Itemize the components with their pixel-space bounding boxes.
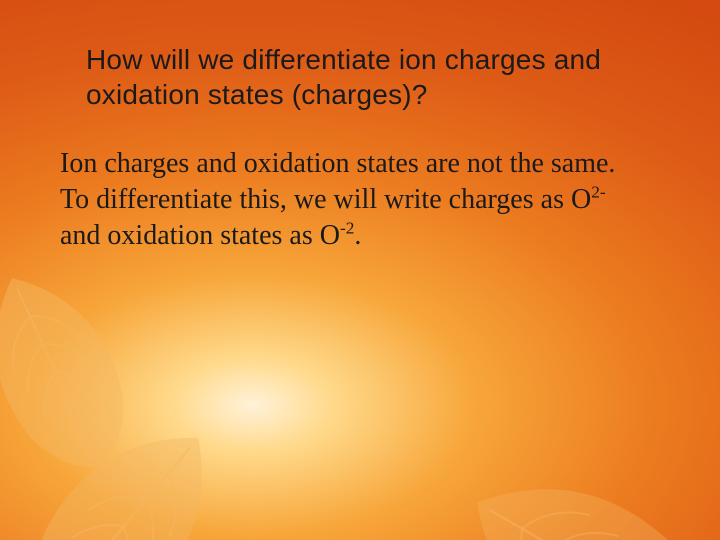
slide: How will we differentiate ion charges an… xyxy=(0,0,720,540)
body-sup-1: 2- xyxy=(591,183,605,202)
leaf-decoration-bottom-right xyxy=(416,407,720,540)
body-text-prefix: Ion charges and oxidation states are not… xyxy=(60,148,615,215)
body-sup-2: -2 xyxy=(340,218,354,237)
body-text-suffix: . xyxy=(354,220,361,251)
leaf-decoration-top-left xyxy=(0,234,179,505)
slide-title: How will we differentiate ion charges an… xyxy=(86,42,660,112)
body-text-mid: and oxidation states as O xyxy=(60,220,340,251)
slide-body: Ion charges and oxidation states are not… xyxy=(60,146,660,253)
leaf-decoration-bottom-left xyxy=(0,368,278,540)
